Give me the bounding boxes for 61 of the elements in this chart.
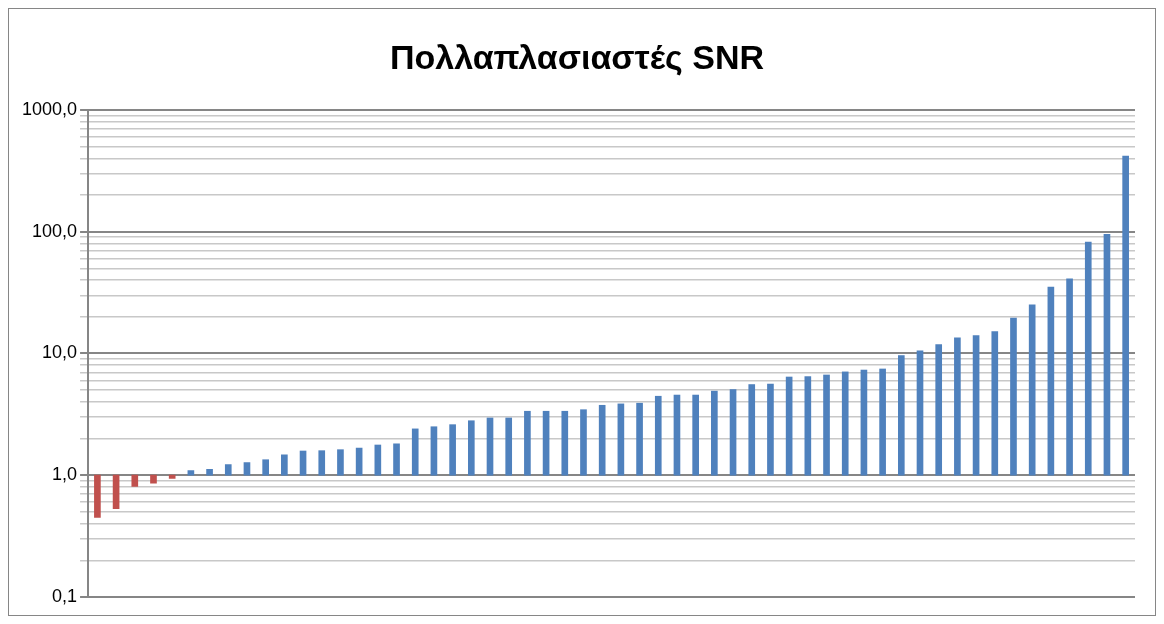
bar xyxy=(841,371,849,476)
bar xyxy=(823,374,830,476)
bar xyxy=(654,395,662,476)
bar xyxy=(785,376,793,476)
bar xyxy=(150,474,157,484)
bar xyxy=(1010,317,1017,476)
bar xyxy=(804,376,812,476)
bar xyxy=(561,410,569,476)
bar xyxy=(374,444,382,476)
bar xyxy=(337,449,344,476)
bar xyxy=(879,368,886,476)
bar xyxy=(972,335,980,476)
bar xyxy=(542,410,550,476)
bar xyxy=(1122,155,1129,476)
bar xyxy=(262,459,269,476)
bar xyxy=(673,394,681,476)
y-tick-label: 1,0 xyxy=(52,464,78,485)
bar xyxy=(916,350,924,476)
bar xyxy=(449,424,456,476)
bar xyxy=(355,447,363,476)
bar xyxy=(430,426,438,476)
bar xyxy=(748,384,756,476)
y-tick-label: 0,1 xyxy=(52,585,78,606)
bar xyxy=(991,331,999,476)
bar xyxy=(954,337,961,476)
bar xyxy=(935,344,943,476)
bar xyxy=(187,470,195,476)
bar xyxy=(467,420,475,476)
y-tick-label: 1000,0 xyxy=(21,98,78,119)
bar xyxy=(299,450,307,476)
bar xyxy=(94,474,101,518)
bar xyxy=(1084,241,1092,476)
bar xyxy=(1028,304,1036,476)
bar xyxy=(505,417,513,476)
bar xyxy=(692,394,699,476)
bar xyxy=(206,468,213,476)
y-tick-label: 10,0 xyxy=(42,342,78,363)
bar xyxy=(598,404,606,476)
bar xyxy=(1103,233,1111,476)
bar xyxy=(168,474,176,479)
bar xyxy=(243,462,251,476)
bar xyxy=(636,402,643,476)
bar xyxy=(767,383,774,476)
bar xyxy=(524,410,531,476)
bar xyxy=(318,450,326,476)
y-tick-label: 100,0 xyxy=(32,220,78,241)
bar xyxy=(486,417,494,476)
bar xyxy=(393,443,400,476)
bar xyxy=(224,464,232,476)
bar xyxy=(411,428,419,476)
bar xyxy=(580,409,587,476)
bar xyxy=(729,389,737,476)
bar xyxy=(897,355,905,476)
bar xyxy=(281,454,288,476)
bar xyxy=(131,474,139,487)
bar xyxy=(860,369,868,476)
bar xyxy=(711,390,718,476)
bar xyxy=(617,403,625,476)
bar xyxy=(1047,286,1055,476)
bar xyxy=(1066,278,1073,476)
chart-title: Πολλαπλασιαστές SNR xyxy=(389,37,765,76)
